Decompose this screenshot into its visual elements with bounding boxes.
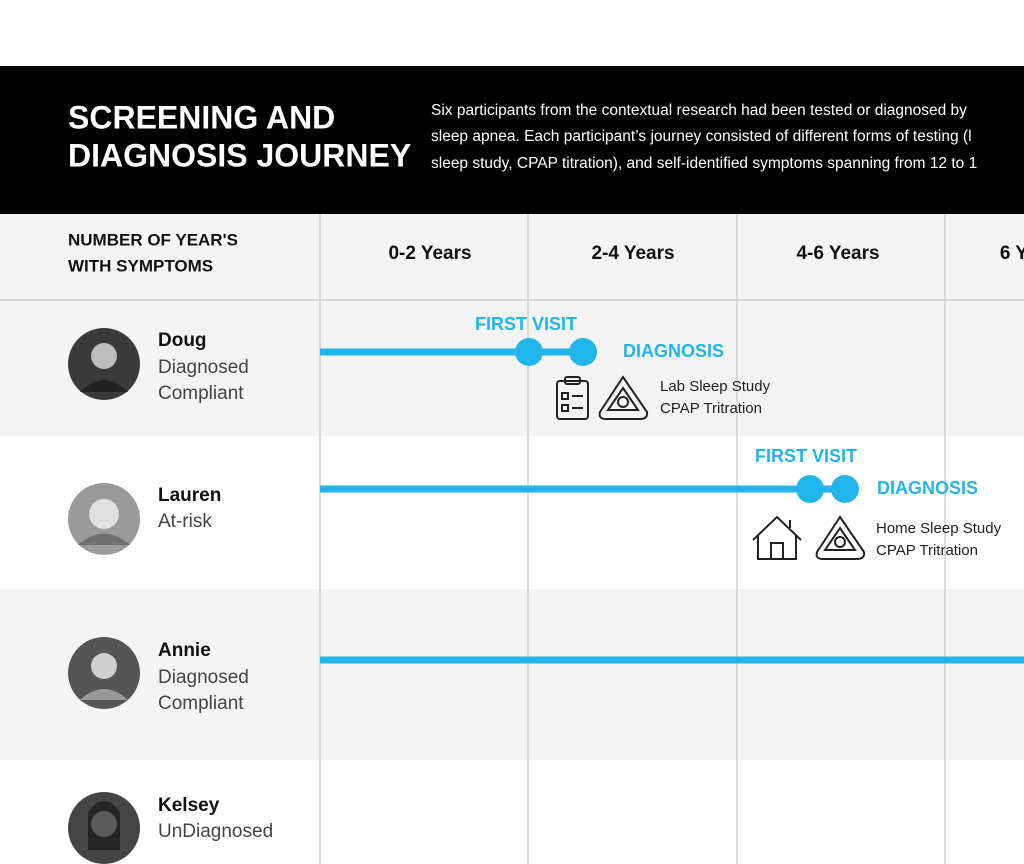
test-label: Home Sleep Study	[876, 520, 1002, 537]
avatar	[68, 483, 140, 555]
test-label: Lab Sleep Study	[660, 378, 771, 395]
home-icon	[752, 515, 802, 560]
header-row	[0, 214, 1024, 300]
milestone	[796, 475, 824, 503]
participant-name: Doug	[158, 330, 207, 351]
column-header: 6 Y	[1000, 243, 1024, 264]
clipboard-icon	[556, 376, 589, 420]
avatar	[68, 328, 140, 400]
participant-name: Lauren	[158, 485, 221, 506]
participant-status: At-risk	[158, 511, 212, 532]
title: SCREENING AND	[68, 99, 335, 135]
column-header: 4-6 Years	[796, 243, 879, 264]
row-header: WITH SYMPTOMS	[68, 256, 213, 275]
description: sleep study, CPAP titration), and self-i…	[431, 155, 977, 172]
participant-name: Annie	[158, 640, 211, 661]
diagnosis-label: DIAGNOSIS	[623, 341, 724, 361]
diagnosis-label: DIAGNOSIS	[877, 478, 978, 498]
first-visit-label: FIRST VISIT	[755, 446, 857, 466]
row-bg	[0, 300, 1024, 436]
title: DIAGNOSIS JOURNEY	[68, 137, 411, 173]
test-label: CPAP Tritration	[660, 400, 762, 417]
participant-status: Compliant	[158, 383, 244, 404]
column-header: 0-2 Years	[388, 243, 471, 264]
cpap-icon	[815, 515, 866, 560]
avatar	[68, 792, 140, 864]
description: Six participants from the contextual res…	[431, 102, 967, 119]
description: sleep apnea. Each participant’s journey …	[431, 128, 972, 145]
participant-status: Compliant	[158, 693, 244, 714]
first-visit-label: FIRST VISIT	[475, 314, 577, 334]
column-header: 2-4 Years	[591, 243, 674, 264]
header-band	[0, 66, 1024, 214]
participant-status: Diagnosed	[158, 357, 249, 378]
participant-name: Kelsey	[158, 795, 220, 816]
row-header: NUMBER OF YEAR'S	[68, 230, 238, 249]
milestone	[569, 338, 597, 366]
row-bg	[0, 589, 1024, 760]
avatar	[68, 637, 140, 709]
participant-status: Diagnosed	[158, 667, 249, 688]
milestone	[831, 475, 859, 503]
test-label: CPAP Tritration	[876, 542, 978, 559]
milestone	[515, 338, 543, 366]
cpap-icon	[598, 375, 649, 420]
participant-status: UnDiagnosed	[158, 821, 273, 842]
